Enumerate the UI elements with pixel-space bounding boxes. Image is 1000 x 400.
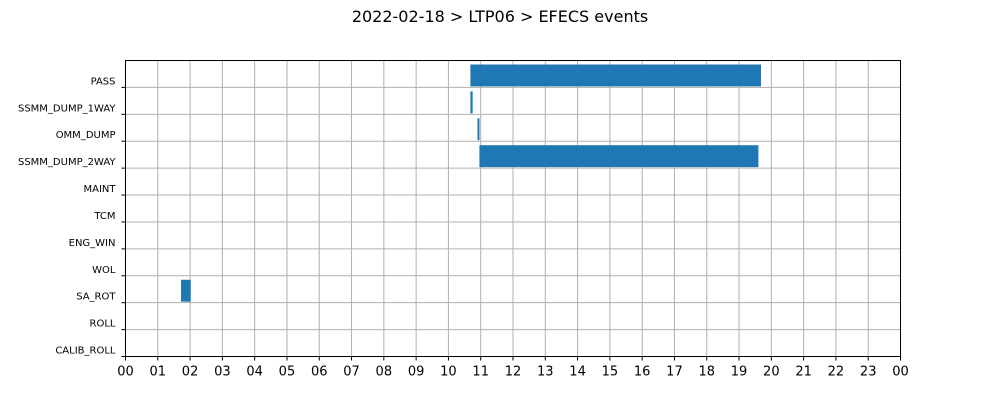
x-tick-label: 07 (343, 365, 360, 380)
y-tick-label-wol: WOL (92, 265, 116, 276)
x-tick-label: 11 (472, 365, 489, 380)
y-tick-label-eng-win: ENG_WIN (69, 238, 116, 249)
x-tick-label: 19 (731, 365, 748, 380)
x-tick-label: 10 (440, 365, 457, 380)
x-tick-label: 08 (376, 365, 393, 380)
x-tick-label: 16 (634, 365, 651, 380)
x-tick-label: 02 (182, 365, 199, 380)
event-bar-ssmm-dump-1way (470, 91, 473, 114)
y-tick-label-omm-dump: OMM_DUMP (56, 130, 116, 141)
event-bar-sa-rot (181, 279, 191, 302)
x-tick-label: 05 (279, 365, 296, 380)
grid (125, 60, 901, 357)
event-bar-pass (470, 64, 761, 87)
y-axis-labels: PASS SSMM_DUMP_1WAY OMM_DUMP SSMM_DUMP_2WAY… (18, 76, 126, 357)
x-tick-label: 20 (763, 365, 780, 380)
x-axis-labels: 00 01 02 03 04 05 06 07 08 09 10 11 12 13 14 15 16 17 18 19… (117, 356, 909, 380)
x-tick-label: 04 (246, 365, 263, 380)
event-bars (181, 64, 761, 302)
x-tick-label: 00 (892, 365, 909, 380)
y-tick-label-sa-rot: SA_ROT (76, 292, 116, 303)
y-tick-label-roll: ROLL (90, 319, 116, 330)
x-tick-label: 23 (860, 365, 877, 380)
x-tick-label: 01 (150, 365, 167, 380)
x-tick-label: 00 (117, 365, 134, 380)
x-tick-label: 18 (698, 365, 715, 380)
x-tick-label: 22 (828, 365, 845, 380)
y-tick-label-maint: MAINT (83, 184, 116, 195)
event-bar-ssmm-dump-2way (479, 145, 759, 168)
x-tick-label: 03 (214, 365, 231, 380)
x-tick-label: 12 (505, 365, 522, 380)
y-tick-label-calib-roll: CALIB_ROLL (55, 346, 116, 357)
x-tick-label: 09 (408, 365, 425, 380)
y-tick-label-pass: PASS (91, 76, 116, 87)
y-tick-label-ssmm-dump-1way: SSMM_DUMP_1WAY (18, 103, 116, 114)
event-bar-omm-dump (477, 118, 480, 141)
x-tick-label: 06 (311, 365, 328, 380)
y-tick-label-ssmm-dump-2way: SSMM_DUMP_2WAY (18, 157, 116, 168)
x-tick-label: 15 (602, 365, 619, 380)
chart-title: 2022-02-18 > LTP06 > EFECS events (352, 7, 648, 26)
x-tick-label: 21 (795, 365, 812, 380)
x-tick-label: 14 (569, 365, 586, 380)
x-tick-label: 17 (666, 365, 683, 380)
x-tick-label: 13 (537, 365, 554, 380)
y-tick-label-tcm: TCM (93, 211, 115, 222)
